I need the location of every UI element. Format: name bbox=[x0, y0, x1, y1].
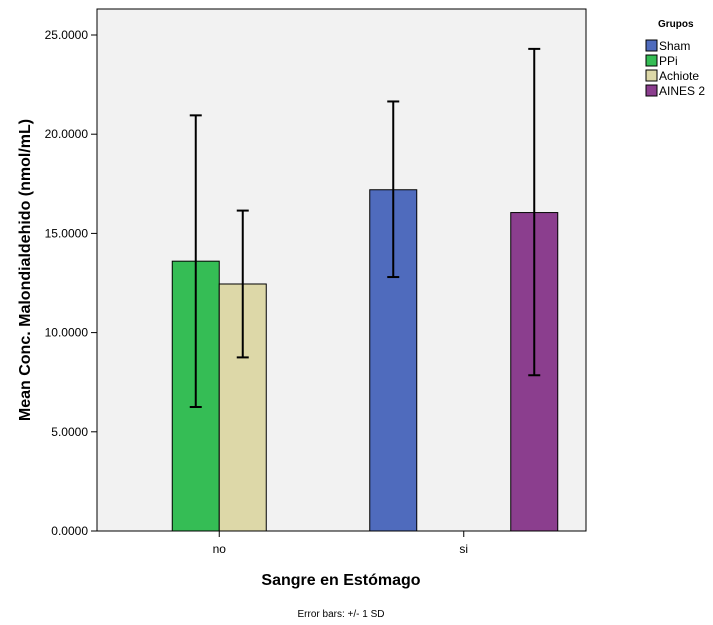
footnote: Error bars: +/- 1 SD bbox=[298, 609, 385, 620]
legend-label: Achiote bbox=[659, 69, 699, 83]
y-axis-ticks: 0.0000 5.0000 10.0000 15.0000 20.0000 25.0000 bbox=[45, 28, 97, 538]
y-axis-label: Mean Conc. Malondialdehido (nmol/mL) bbox=[17, 119, 34, 421]
x-tick-label-si: si bbox=[459, 542, 468, 556]
error-bars-group bbox=[189, 47, 541, 408]
legend-swatch-achiote bbox=[645, 69, 658, 82]
legend-label: AINES 2 bbox=[659, 84, 705, 98]
y-tick-label: 25.0000 bbox=[45, 28, 89, 42]
x-axis-label: Sangre en Estómago bbox=[261, 572, 420, 589]
legend-title: Grupos bbox=[658, 19, 694, 30]
legend-label: PPi bbox=[659, 54, 678, 68]
legend-label: Sham bbox=[659, 39, 690, 53]
x-axis-ticks: no si bbox=[213, 531, 468, 556]
y-tick-label: 20.0000 bbox=[45, 127, 89, 141]
y-tick-label: 10.0000 bbox=[45, 326, 89, 340]
x-tick-label-no: no bbox=[213, 542, 227, 556]
y-tick-label: 0.0000 bbox=[51, 524, 88, 538]
legend-swatch-aines-2 bbox=[645, 84, 658, 97]
y-tick-label: 5.0000 bbox=[51, 425, 88, 439]
y-tick-label: 15.0000 bbox=[45, 226, 89, 240]
legend-swatch-ppi bbox=[645, 54, 658, 67]
legend-swatch-sham bbox=[645, 39, 658, 52]
